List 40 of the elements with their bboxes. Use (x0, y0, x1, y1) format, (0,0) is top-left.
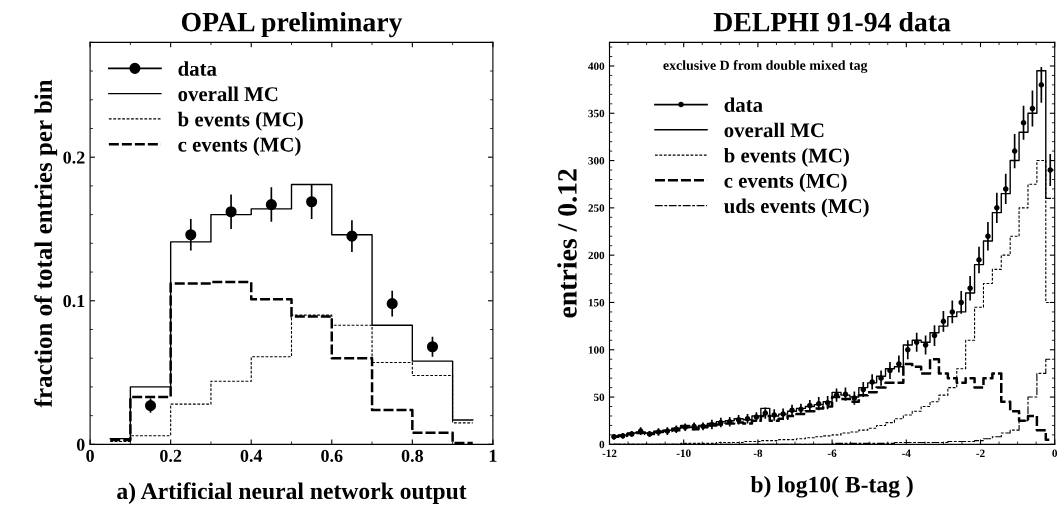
y-tick-label: 50 (593, 393, 605, 402)
y-tick-label: 0 (599, 440, 605, 449)
annotation: exclusive D from double mixed tag (663, 60, 868, 73)
x-tick-label: -8 (753, 449, 763, 458)
x-tick-label: 0.6 (321, 449, 343, 463)
y-tick-label: 300 (588, 157, 605, 165)
x-tick-label: 0 (1052, 449, 1058, 458)
chart-title: OPAL preliminary (181, 11, 403, 38)
y-tick-label: 350 (588, 109, 605, 118)
x-tick-label: -12 (602, 449, 617, 457)
legend-label: c events (MC) (178, 137, 301, 156)
x-tick-label: 0 (86, 449, 94, 462)
legend-label: overall MC (178, 86, 278, 102)
x-tick-label: 0.2 (160, 449, 182, 463)
y-axis-title: entries / 0.12 (557, 169, 577, 318)
y-tick-label: 400 (588, 62, 605, 70)
x-axis-title: b) log10( B-tag ) (750, 475, 913, 498)
x-tick-label: 1 (489, 449, 497, 462)
legend-label: uds events (MC) (724, 198, 869, 218)
x-tick-label: 0.4 (240, 449, 263, 463)
legend-label: data (178, 61, 217, 76)
legend-label: data (724, 97, 763, 113)
x-axis-title: a) Artificial neural network output (117, 482, 467, 504)
y-tick-label: 250 (588, 204, 605, 212)
y-tick-label: 150 (588, 298, 605, 307)
y-tick-label: 0.1 (63, 295, 85, 308)
y-tick-label: 0.2 (63, 151, 85, 164)
legend-label: b events (MC) (177, 111, 303, 131)
x-tick-label: 0.8 (401, 449, 424, 463)
legend-label: overall MC (724, 122, 824, 138)
legend-label: b events (MC) (723, 147, 849, 167)
x-tick-label: -6 (827, 449, 837, 458)
y-tick-label: 200 (588, 251, 605, 260)
chart-title: DELPHI 91-94 data (713, 11, 951, 32)
y-axis-title: fraction of total entries per bin (34, 79, 58, 408)
y-tick-label: 100 (588, 346, 605, 354)
x-tick-label: -4 (902, 449, 911, 457)
legend-label: c events (MC) (724, 173, 847, 193)
x-tick-label: -2 (976, 449, 985, 457)
x-tick-label: -10 (676, 449, 691, 458)
